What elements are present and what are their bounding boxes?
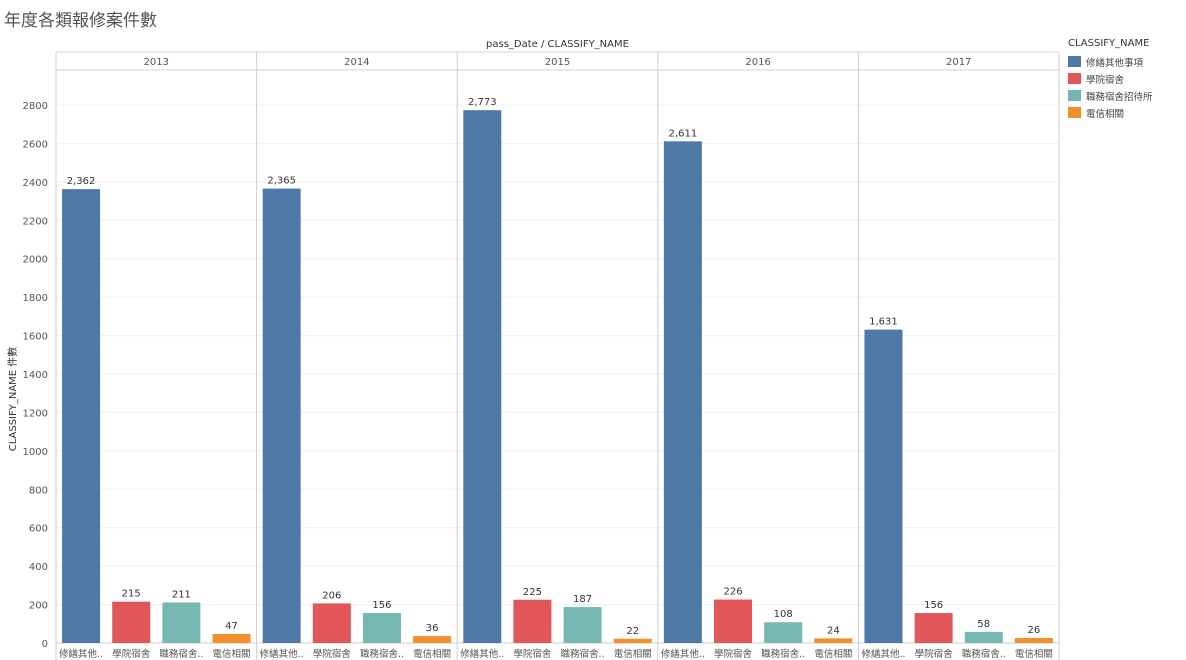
y-tick-label: 2400 bbox=[23, 178, 48, 189]
data-label: 26 bbox=[1028, 625, 1041, 636]
x-tick-label: 學院宿舍 bbox=[313, 648, 352, 660]
x-tick-label: 修繕其他.. bbox=[460, 648, 504, 660]
bar bbox=[1014, 638, 1053, 643]
year-header-label: 2017 bbox=[946, 57, 971, 68]
legend-item[interactable]: 電信相關 bbox=[1068, 104, 1186, 121]
data-label: 24 bbox=[827, 625, 840, 636]
legend-swatch bbox=[1068, 73, 1081, 84]
page-title: 年度各類報修案件數 bbox=[4, 11, 157, 31]
x-tick-label: 修繕其他.. bbox=[861, 648, 905, 660]
bar bbox=[764, 622, 803, 643]
y-tick-label: 0 bbox=[42, 639, 48, 650]
data-label: 58 bbox=[977, 619, 990, 630]
bar bbox=[162, 602, 201, 643]
bar bbox=[663, 141, 702, 643]
bar bbox=[212, 633, 251, 643]
data-label: 108 bbox=[774, 609, 793, 620]
x-tick-label: 修繕其他.. bbox=[59, 648, 103, 660]
year-header-label: 2014 bbox=[344, 57, 369, 68]
data-label: 2,365 bbox=[267, 176, 296, 187]
legend-label: 學院宿舍 bbox=[1086, 74, 1125, 86]
legend-item[interactable]: 學院宿舍 bbox=[1068, 70, 1186, 87]
bar bbox=[964, 631, 1003, 643]
bar bbox=[413, 636, 452, 643]
y-tick-label: 600 bbox=[29, 524, 48, 535]
legend-swatch bbox=[1068, 107, 1081, 118]
y-axis-label: CLASSIFY_NAME 件數 bbox=[6, 347, 19, 452]
bar bbox=[463, 110, 502, 643]
bar bbox=[513, 599, 552, 643]
y-tick-label: 2600 bbox=[23, 139, 48, 150]
x-tick-label: 學院宿舍 bbox=[112, 648, 151, 660]
data-label: 215 bbox=[122, 589, 141, 600]
legend-label: 修繕其他事項 bbox=[1086, 57, 1144, 69]
x-tick-label: 學院宿舍 bbox=[915, 648, 954, 660]
x-tick-label: 職務宿舍.. bbox=[761, 648, 805, 660]
bar bbox=[864, 329, 903, 643]
y-tick-label: 1200 bbox=[23, 408, 48, 419]
x-tick-label: 學院宿舍 bbox=[714, 648, 753, 660]
y-tick-label: 400 bbox=[29, 562, 48, 573]
data-label: 2,773 bbox=[468, 97, 497, 108]
data-label: 206 bbox=[322, 590, 341, 601]
legend-swatch bbox=[1068, 56, 1081, 67]
y-tick-label: 1600 bbox=[23, 332, 48, 343]
y-tick-label: 800 bbox=[29, 485, 48, 496]
legend-label: 電信相關 bbox=[1086, 108, 1125, 120]
x-tick-label: 學院宿舍 bbox=[513, 648, 552, 660]
data-label: 2,362 bbox=[67, 176, 96, 187]
x-tick-label: 修繕其他.. bbox=[661, 648, 705, 660]
y-tick-label: 1800 bbox=[23, 293, 48, 304]
data-label: 156 bbox=[372, 600, 391, 611]
year-header-label: 2016 bbox=[745, 57, 770, 68]
bar bbox=[262, 188, 301, 643]
data-label: 225 bbox=[523, 587, 542, 598]
data-label: 47 bbox=[225, 621, 238, 632]
bar bbox=[312, 603, 351, 643]
bar bbox=[613, 638, 652, 643]
x-tick-label: 電信相關 bbox=[1015, 648, 1053, 660]
y-tick-label: 2000 bbox=[23, 255, 48, 266]
bar bbox=[62, 189, 101, 643]
data-label: 187 bbox=[573, 594, 592, 605]
bar bbox=[362, 613, 401, 643]
year-header-label: 2015 bbox=[545, 57, 570, 68]
bar bbox=[814, 638, 853, 643]
legend-label: 職務宿舍招待所 bbox=[1086, 91, 1153, 103]
data-label: 211 bbox=[172, 589, 191, 600]
legend-item[interactable]: 職務宿舍招待所 bbox=[1068, 87, 1186, 104]
data-label: 2,611 bbox=[669, 128, 698, 139]
data-label: 22 bbox=[626, 626, 639, 637]
chart-header: pass_Date / CLASSIFY_NAME bbox=[486, 39, 629, 50]
x-tick-label: 電信相關 bbox=[614, 648, 652, 660]
legend-title: CLASSIFY_NAME bbox=[1068, 38, 1150, 49]
legend: CLASSIFY_NAME 修繕其他事項 學院宿舍職務宿舍招待所 電信相關 bbox=[1068, 38, 1186, 121]
x-tick-label: 職務宿舍.. bbox=[962, 648, 1006, 660]
bar bbox=[563, 607, 602, 643]
y-tick-label: 2200 bbox=[23, 216, 48, 227]
bar bbox=[714, 599, 753, 643]
legend-swatch bbox=[1068, 90, 1081, 101]
year-header-label: 2013 bbox=[144, 57, 169, 68]
x-tick-label: 修繕其他.. bbox=[260, 648, 304, 660]
data-label: 36 bbox=[426, 623, 439, 634]
x-tick-label: 電信相關 bbox=[413, 648, 451, 660]
y-tick-label: 200 bbox=[29, 601, 48, 612]
x-tick-label: 職務宿舍.. bbox=[159, 648, 203, 660]
bar bbox=[914, 613, 953, 643]
x-tick-label: 電信相關 bbox=[814, 648, 852, 660]
y-tick-label: 1000 bbox=[23, 447, 48, 458]
x-tick-label: 職務宿舍.. bbox=[360, 648, 404, 660]
data-label: 1,631 bbox=[869, 317, 898, 328]
legend-item[interactable]: 修繕其他事項 bbox=[1068, 53, 1186, 70]
bar bbox=[112, 601, 151, 643]
x-tick-label: 電信相關 bbox=[213, 648, 251, 660]
y-tick-label: 1400 bbox=[23, 370, 48, 381]
y-tick-label: 2800 bbox=[23, 101, 48, 112]
x-tick-label: 職務宿舍.. bbox=[561, 648, 605, 660]
data-label: 156 bbox=[924, 600, 943, 611]
data-label: 226 bbox=[723, 587, 742, 598]
